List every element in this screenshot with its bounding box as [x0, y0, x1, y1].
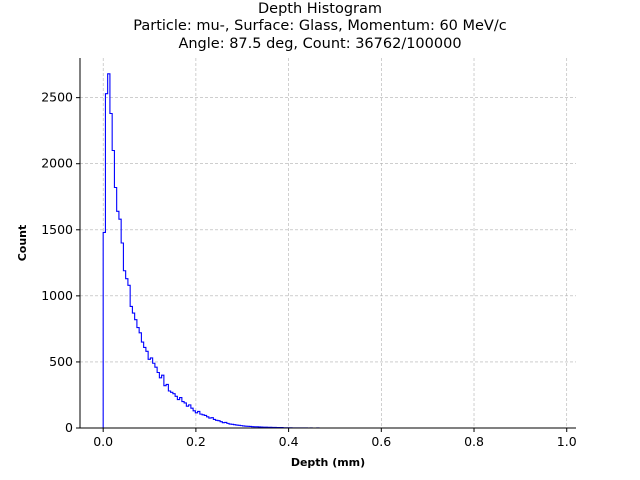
x-ticks: 0.0 0.2 0.4 0.6 0.8 1.0 [93, 428, 577, 449]
histogram-series-line [102, 73, 553, 429]
y-tick-label: 1000 [41, 288, 73, 303]
x-tick-label: 1.0 [557, 434, 577, 449]
y-axis-label: Count [16, 225, 29, 262]
x-tick-label: 0.6 [371, 434, 391, 449]
x-tick-label: 0.0 [93, 434, 113, 449]
chart-title-line-1: Depth Histogram [258, 1, 382, 17]
y-tick-label: 1500 [41, 222, 73, 237]
grid-layer [80, 58, 576, 429]
y-tick-label: 2500 [41, 90, 73, 105]
y-tick-label: 500 [49, 354, 73, 369]
x-axis-label: Depth (mm) [291, 456, 365, 469]
x-tick-label: 0.2 [186, 434, 206, 449]
y-ticks: 0 500 1000 1500 2000 2500 [41, 90, 80, 435]
x-tick-label: 0.8 [464, 434, 484, 449]
chart-title-line-3: Angle: 87.5 deg, Count: 36762/100000 [178, 36, 462, 52]
y-tick-label: 0 [65, 420, 73, 435]
y-tick-label: 2000 [41, 156, 73, 171]
chart-title-line-2: Particle: mu-, Surface: Glass, Momentum:… [133, 18, 507, 34]
x-tick-label: 0.4 [279, 434, 299, 449]
